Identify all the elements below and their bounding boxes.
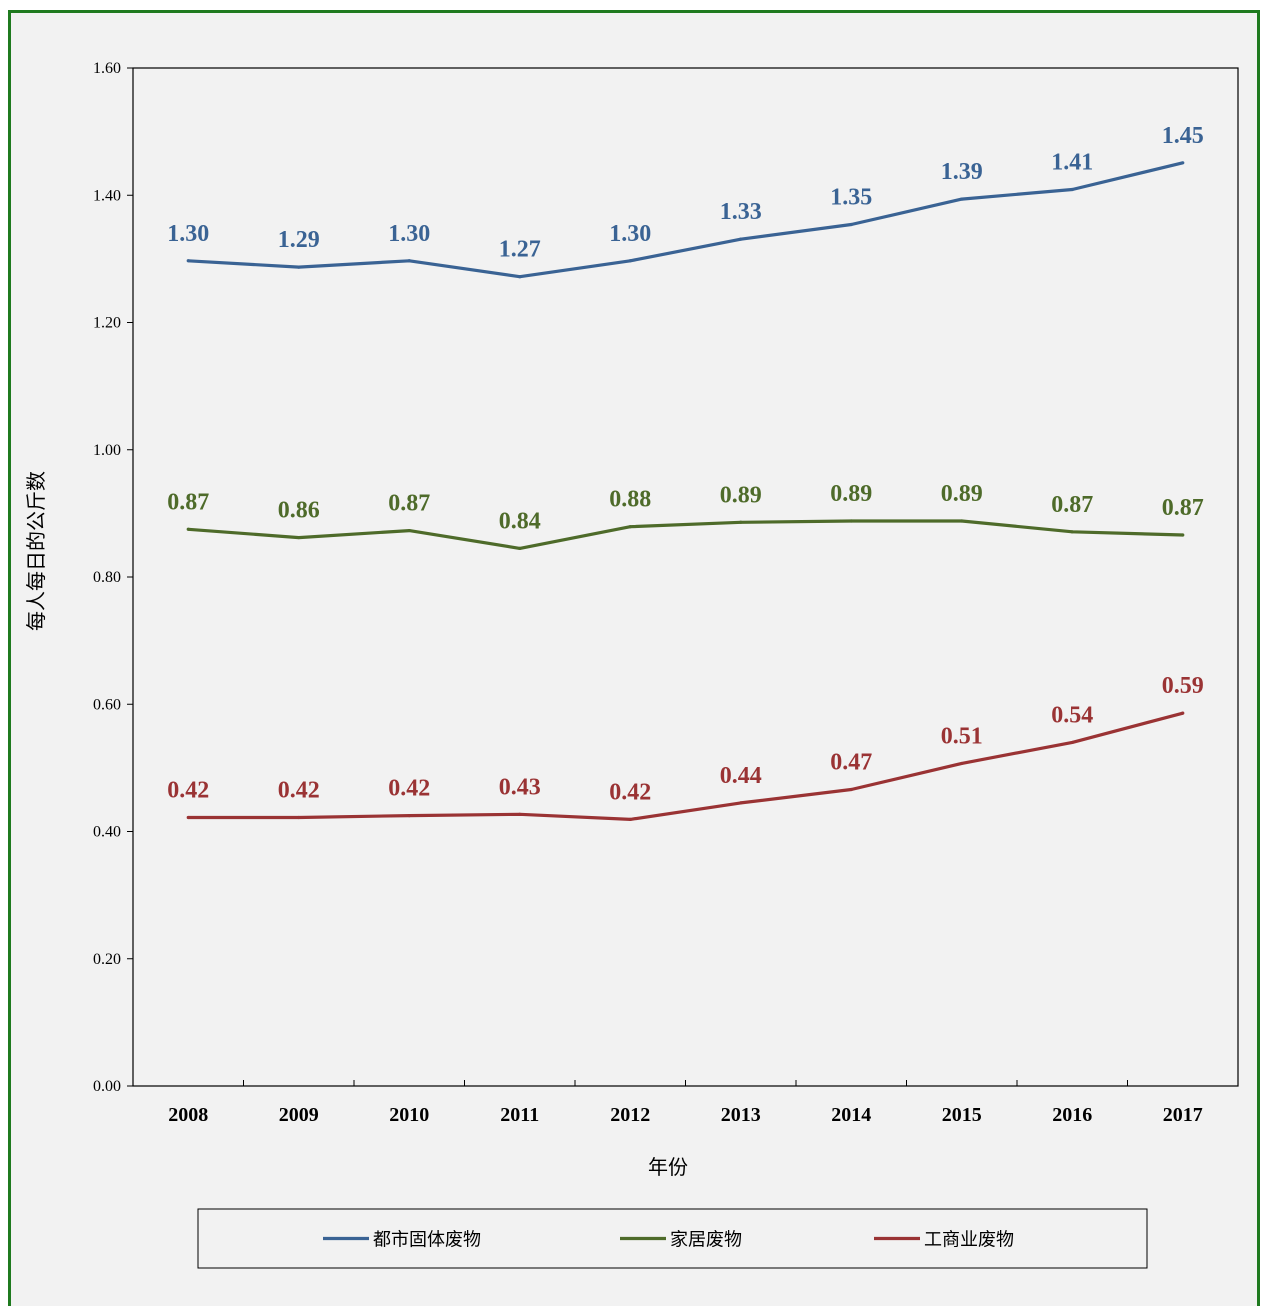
data-label: 0.59 (1162, 673, 1204, 699)
x-tick-label: 2017 (1163, 1104, 1203, 1126)
data-point (186, 259, 190, 263)
chart-svg: 0.00 0.20 0.40 0.60 0.80 1.00 1.20 1.40 1.60 2008… (24, 60, 1239, 1269)
y-tick-label: 0.60 (93, 696, 121, 713)
data-point (518, 275, 522, 279)
data-point (1070, 187, 1074, 192)
data-point (739, 520, 743, 524)
data-point (628, 817, 632, 822)
data-label: 0.84 (499, 508, 541, 534)
data-point (1181, 711, 1185, 715)
data-point (297, 265, 301, 269)
legend: 都市固体废物 家居废物 工商业废物 (197, 1208, 1148, 1269)
x-tick-label: 2012 (610, 1104, 650, 1126)
data-label: 1.41 (1051, 150, 1093, 176)
y-tick-label: 1.00 (93, 442, 121, 459)
data-point (407, 813, 411, 818)
data-label: 0.47 (830, 750, 872, 776)
y-tick-label: 0.40 (93, 824, 121, 841)
data-point (739, 801, 743, 805)
x-tick-label: 2016 (1052, 1104, 1092, 1126)
y-tick-label: 1.40 (93, 187, 121, 204)
data-point (407, 528, 411, 533)
data-point (960, 761, 964, 766)
x-tick-label: 2009 (279, 1104, 319, 1126)
y-tick-label: 0.80 (93, 569, 121, 586)
x-tick-label: 2014 (831, 1104, 871, 1126)
data-label: 0.42 (167, 778, 209, 804)
plot-border (132, 67, 1239, 1087)
series-line-1 (188, 519, 1183, 551)
data-label: 0.89 (941, 481, 983, 507)
data-point (297, 535, 301, 540)
data-point (849, 519, 853, 523)
x-tick-label: 2015 (942, 1104, 982, 1126)
data-label: 0.87 (388, 491, 430, 517)
data-label: 0.88 (609, 487, 651, 513)
legend-label: 家居废物 (670, 1230, 742, 1251)
data-label: 0.42 (388, 776, 430, 802)
series-line-0 (188, 161, 1184, 279)
data-label: 0.43 (499, 774, 541, 800)
data-label: 1.35 (830, 185, 872, 211)
data-label: 0.87 (167, 489, 209, 515)
data-point (518, 546, 522, 550)
data-label: 0.51 (941, 723, 983, 749)
y-tick-label: 0.20 (93, 951, 121, 968)
data-point (1070, 740, 1074, 745)
data-label: 1.30 (609, 221, 651, 247)
data-point (1181, 533, 1185, 537)
data-point (849, 222, 853, 227)
data-label: 0.86 (278, 498, 320, 524)
data-label: 0.89 (720, 482, 762, 508)
y-tick-label: 1.60 (93, 60, 121, 77)
data-label: 1.30 (388, 221, 430, 247)
series-line-2 (188, 711, 1184, 822)
data-label: 0.87 (1051, 492, 1093, 518)
data-point (518, 812, 522, 816)
data-point (407, 259, 411, 263)
data-label: 1.39 (941, 159, 983, 185)
y-tick-label: 0.00 (93, 1078, 121, 1095)
x-tick-label: 2010 (389, 1104, 429, 1126)
x-tick-label: 2011 (500, 1104, 539, 1126)
data-label: 1.29 (278, 227, 320, 253)
data-label: 1.27 (499, 237, 541, 263)
x-tick-label: 2013 (721, 1104, 761, 1126)
data-point (739, 237, 743, 241)
data-label: 0.89 (830, 481, 872, 507)
chart-frame: 0.00 0.20 0.40 0.60 0.80 1.00 1.20 1.40 1.60 2008… (8, 10, 1260, 1306)
data-point (186, 815, 190, 820)
legend-box (197, 1208, 1148, 1269)
plot-area: 0.00 0.20 0.40 0.60 0.80 1.00 1.20 1.40 1.60 2008… (93, 60, 1239, 1126)
y-axis-title: 每人每日的公斤数 (24, 471, 48, 631)
data-label: 1.45 (1162, 123, 1204, 149)
data-point (960, 519, 964, 523)
data-label: 0.42 (609, 779, 651, 805)
data-label: 1.30 (167, 221, 209, 247)
data-point (186, 527, 190, 531)
x-axis-title: 年份 (648, 1155, 688, 1179)
y-tick-label: 1.20 (93, 315, 121, 332)
data-point (628, 525, 632, 529)
data-label: 0.87 (1162, 495, 1204, 521)
data-label: 0.44 (720, 763, 762, 789)
legend-label: 工商业废物 (924, 1230, 1014, 1251)
data-point (1181, 161, 1185, 165)
data-point (849, 787, 853, 792)
data-point (628, 259, 632, 263)
x-tick-label: 2008 (168, 1104, 208, 1126)
data-point (297, 815, 301, 820)
data-label: 0.42 (278, 778, 320, 804)
data-label: 0.54 (1051, 702, 1093, 728)
data-point (1070, 530, 1074, 534)
data-label: 1.33 (720, 199, 762, 225)
data-point (960, 197, 964, 201)
legend-label: 都市固体废物 (373, 1230, 481, 1251)
